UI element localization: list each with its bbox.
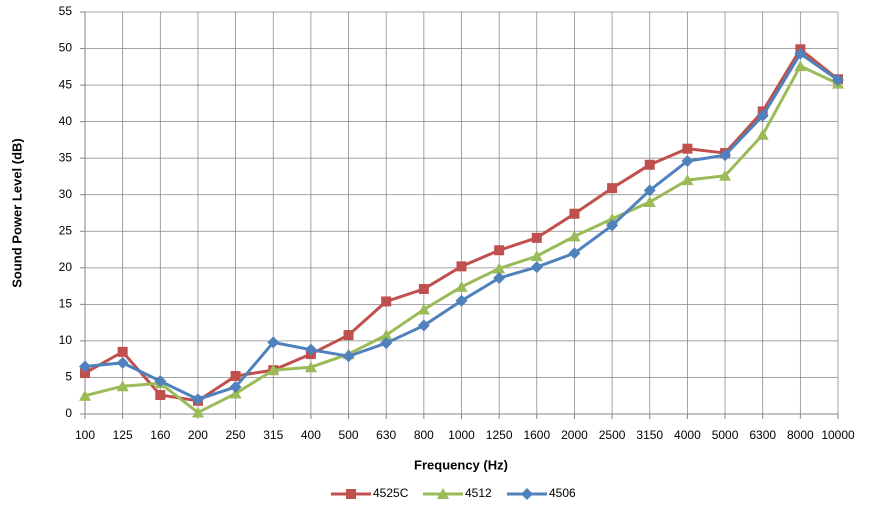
marker — [417, 303, 430, 315]
marker — [117, 346, 128, 357]
marker — [79, 389, 91, 401]
marker — [521, 488, 533, 500]
x-tick-label: 160 — [150, 428, 170, 442]
marker — [267, 336, 280, 349]
marker — [643, 196, 656, 208]
marker — [229, 387, 242, 399]
marker — [267, 364, 280, 376]
marker — [116, 380, 129, 392]
legend-item: 4512 — [423, 486, 492, 500]
marker — [682, 143, 693, 154]
x-tick-label: 500 — [339, 428, 359, 442]
x-tick-label: 3150 — [636, 428, 663, 442]
x-tick-label: 8000 — [787, 428, 814, 442]
marker — [437, 488, 449, 499]
marker — [455, 294, 468, 307]
marker — [530, 261, 543, 274]
y-tick-label: 5 — [65, 370, 72, 384]
marker — [681, 174, 694, 186]
x-tick-label: 1600 — [523, 428, 550, 442]
x-tick-label: 400 — [301, 428, 321, 442]
x-tick-label: 4000 — [674, 428, 701, 442]
marker — [381, 296, 392, 307]
y-tick-label: 15 — [59, 297, 73, 311]
y-tick-label: 10 — [59, 333, 73, 347]
marker — [230, 370, 241, 381]
x-tick-label: 200 — [188, 428, 208, 442]
legend-item: 4525C — [331, 486, 409, 500]
marker — [606, 219, 619, 232]
y-tick-label: 0 — [65, 406, 72, 420]
legend-label: 4512 — [465, 486, 492, 500]
y-axis-title: Sound Power Level (dB) — [9, 138, 24, 288]
marker — [417, 319, 430, 332]
x-tick-label: 5000 — [712, 428, 739, 442]
y-tick-label: 40 — [59, 114, 73, 128]
marker — [832, 73, 844, 86]
y-tick-label: 25 — [59, 223, 73, 237]
y-tick-label: 30 — [59, 187, 73, 201]
marker — [80, 368, 90, 379]
y-tick-label: 50 — [59, 41, 73, 55]
marker — [380, 337, 393, 350]
x-axis-title: Frequency (Hz) — [414, 457, 508, 472]
marker — [568, 230, 581, 242]
marker — [569, 208, 580, 219]
x-tick-label: 315 — [263, 428, 283, 442]
x-tick-label: 6300 — [749, 428, 776, 442]
marker — [116, 356, 129, 369]
marker — [530, 250, 543, 262]
marker — [719, 149, 732, 162]
marker — [644, 159, 655, 170]
x-tick-label: 1000 — [448, 428, 475, 442]
x-tick-label: 630 — [376, 428, 396, 442]
legend-item: 4506 — [507, 486, 576, 500]
x-tick-label: 2000 — [561, 428, 588, 442]
marker — [794, 47, 807, 60]
marker — [493, 272, 506, 285]
x-tick-label: 250 — [226, 428, 246, 442]
marker — [229, 380, 242, 393]
marker — [568, 247, 581, 260]
legend-label: 4506 — [549, 486, 576, 500]
x-tick-label: 125 — [113, 428, 133, 442]
marker — [343, 330, 354, 341]
marker — [794, 60, 807, 72]
legend-label: 4525C — [373, 486, 409, 500]
marker — [681, 155, 694, 168]
marker — [346, 489, 356, 499]
y-tick-label: 20 — [59, 260, 73, 274]
marker — [607, 183, 618, 194]
marker — [719, 169, 732, 181]
marker — [380, 329, 393, 341]
y-tick-label: 55 — [59, 4, 73, 18]
x-tick-label: 800 — [414, 428, 434, 442]
x-tick-label: 1250 — [486, 428, 513, 442]
marker — [418, 284, 429, 295]
marker — [79, 360, 91, 373]
marker — [154, 375, 167, 388]
y-tick-label: 45 — [59, 77, 73, 91]
marker — [493, 262, 506, 274]
marker — [643, 184, 656, 197]
marker — [756, 128, 769, 140]
marker — [531, 232, 542, 243]
marker — [155, 389, 166, 400]
marker — [455, 280, 468, 292]
marker — [304, 343, 317, 356]
marker — [494, 245, 505, 256]
marker — [456, 261, 467, 272]
y-tick-label: 35 — [59, 150, 73, 164]
marker — [304, 361, 317, 373]
marker — [342, 350, 355, 363]
x-tick-label: 10000 — [821, 428, 855, 442]
marker — [191, 406, 204, 418]
x-tick-label: 100 — [75, 428, 95, 442]
marker — [191, 393, 204, 406]
marker — [756, 109, 769, 122]
x-tick-label: 2500 — [599, 428, 626, 442]
